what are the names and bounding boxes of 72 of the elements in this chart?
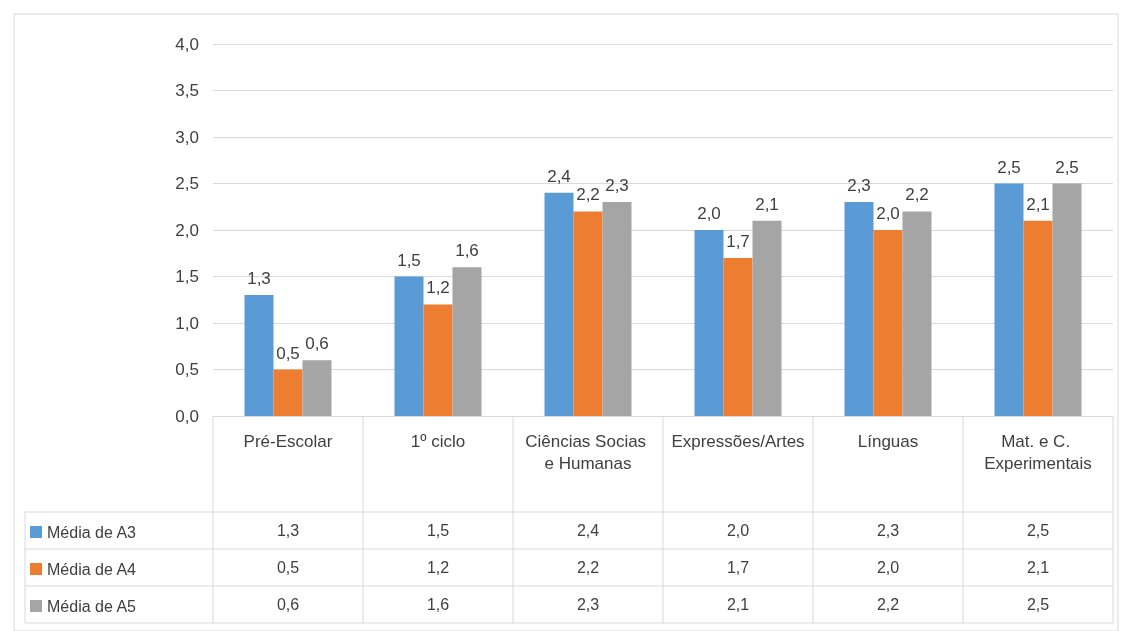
y-tick-label: 3,5: [175, 81, 199, 100]
bar: [873, 230, 903, 416]
legend-label: Média de A4: [47, 560, 137, 578]
data-label: 2,5: [1026, 596, 1050, 613]
bar: [273, 369, 303, 416]
data-label: 0,5: [276, 559, 300, 576]
text: 1,5: [397, 250, 421, 270]
text: 1,2: [426, 278, 450, 298]
y-tick-label: 2,5: [175, 174, 199, 193]
bar: [452, 267, 482, 416]
x-tick-label: Ciências Socias e Humanas: [525, 431, 651, 473]
text: 1,7: [726, 231, 750, 251]
bar: [1052, 183, 1082, 416]
bar: [1023, 220, 1053, 416]
text: 2,0: [697, 204, 721, 223]
data-label: 2,3: [576, 596, 600, 613]
text: 2,3: [847, 176, 871, 196]
bar: [902, 211, 932, 416]
data-label: 1,2: [426, 559, 450, 576]
x-tick-label: Pré-Escolar: [243, 431, 333, 451]
text: 2,4: [547, 166, 571, 186]
text: 2,1: [755, 194, 779, 214]
bar: [423, 304, 453, 416]
text: 1,3: [247, 269, 271, 289]
y-tick-label: 1,0: [175, 313, 199, 333]
data-label: 1,3: [276, 522, 300, 539]
data-label: 2,5: [1026, 522, 1050, 539]
data-label: 1,5: [426, 522, 450, 539]
text: 2,0: [876, 204, 900, 223]
x-tick-label: Línguas: [857, 431, 919, 451]
bar: [602, 202, 632, 416]
bar: [302, 360, 332, 416]
bar: [544, 192, 574, 416]
data-label: 2,1: [1026, 559, 1050, 576]
y-tick-label: 1,5: [175, 267, 199, 286]
bar: [694, 230, 724, 416]
data-label: 1,7: [726, 559, 750, 576]
bar: [573, 211, 603, 416]
x-tick-label: 1º ciclo: [410, 431, 466, 451]
text: 1,6: [455, 241, 479, 261]
data-label: 2,0: [726, 522, 750, 539]
data-label: 2,4: [576, 522, 600, 539]
data-label: 2,3: [876, 522, 900, 539]
y-tick-label: 3,0: [175, 127, 199, 147]
text: 2,2: [576, 185, 600, 205]
bar: [752, 220, 782, 416]
x-tick-label: Expressões/Artes: [671, 431, 805, 451]
text: 2,3: [605, 176, 629, 196]
data-label: 2,0: [876, 559, 900, 576]
y-tick-label: 0,0: [175, 406, 199, 426]
data-label: 2,2: [576, 559, 600, 576]
data-label: 2,1: [726, 596, 750, 613]
bar: [394, 276, 424, 416]
data-label: 0,6: [276, 596, 300, 613]
data-label: 1,6: [426, 596, 450, 613]
bar: [244, 295, 274, 416]
x-tick-label: Mat. e C. Experimentais: [984, 431, 1092, 473]
text: 2,5: [1055, 157, 1079, 177]
y-tick-label: 4,0: [175, 34, 199, 54]
legend-label: Média de A5: [47, 597, 137, 615]
bar: [844, 202, 874, 416]
bar: [723, 257, 753, 416]
text: 2,2: [905, 185, 929, 205]
legend-label: Média de A3: [47, 523, 137, 541]
y-tick-label: 2,0: [175, 220, 199, 240]
data-label: 2,2: [876, 596, 900, 613]
text: 2,5: [997, 157, 1021, 177]
text: 2,1: [1026, 194, 1050, 214]
text: 0,5: [276, 343, 300, 363]
y-tick-label: 0,5: [175, 360, 199, 379]
text: 0,6: [305, 334, 329, 354]
bar: [994, 183, 1024, 416]
